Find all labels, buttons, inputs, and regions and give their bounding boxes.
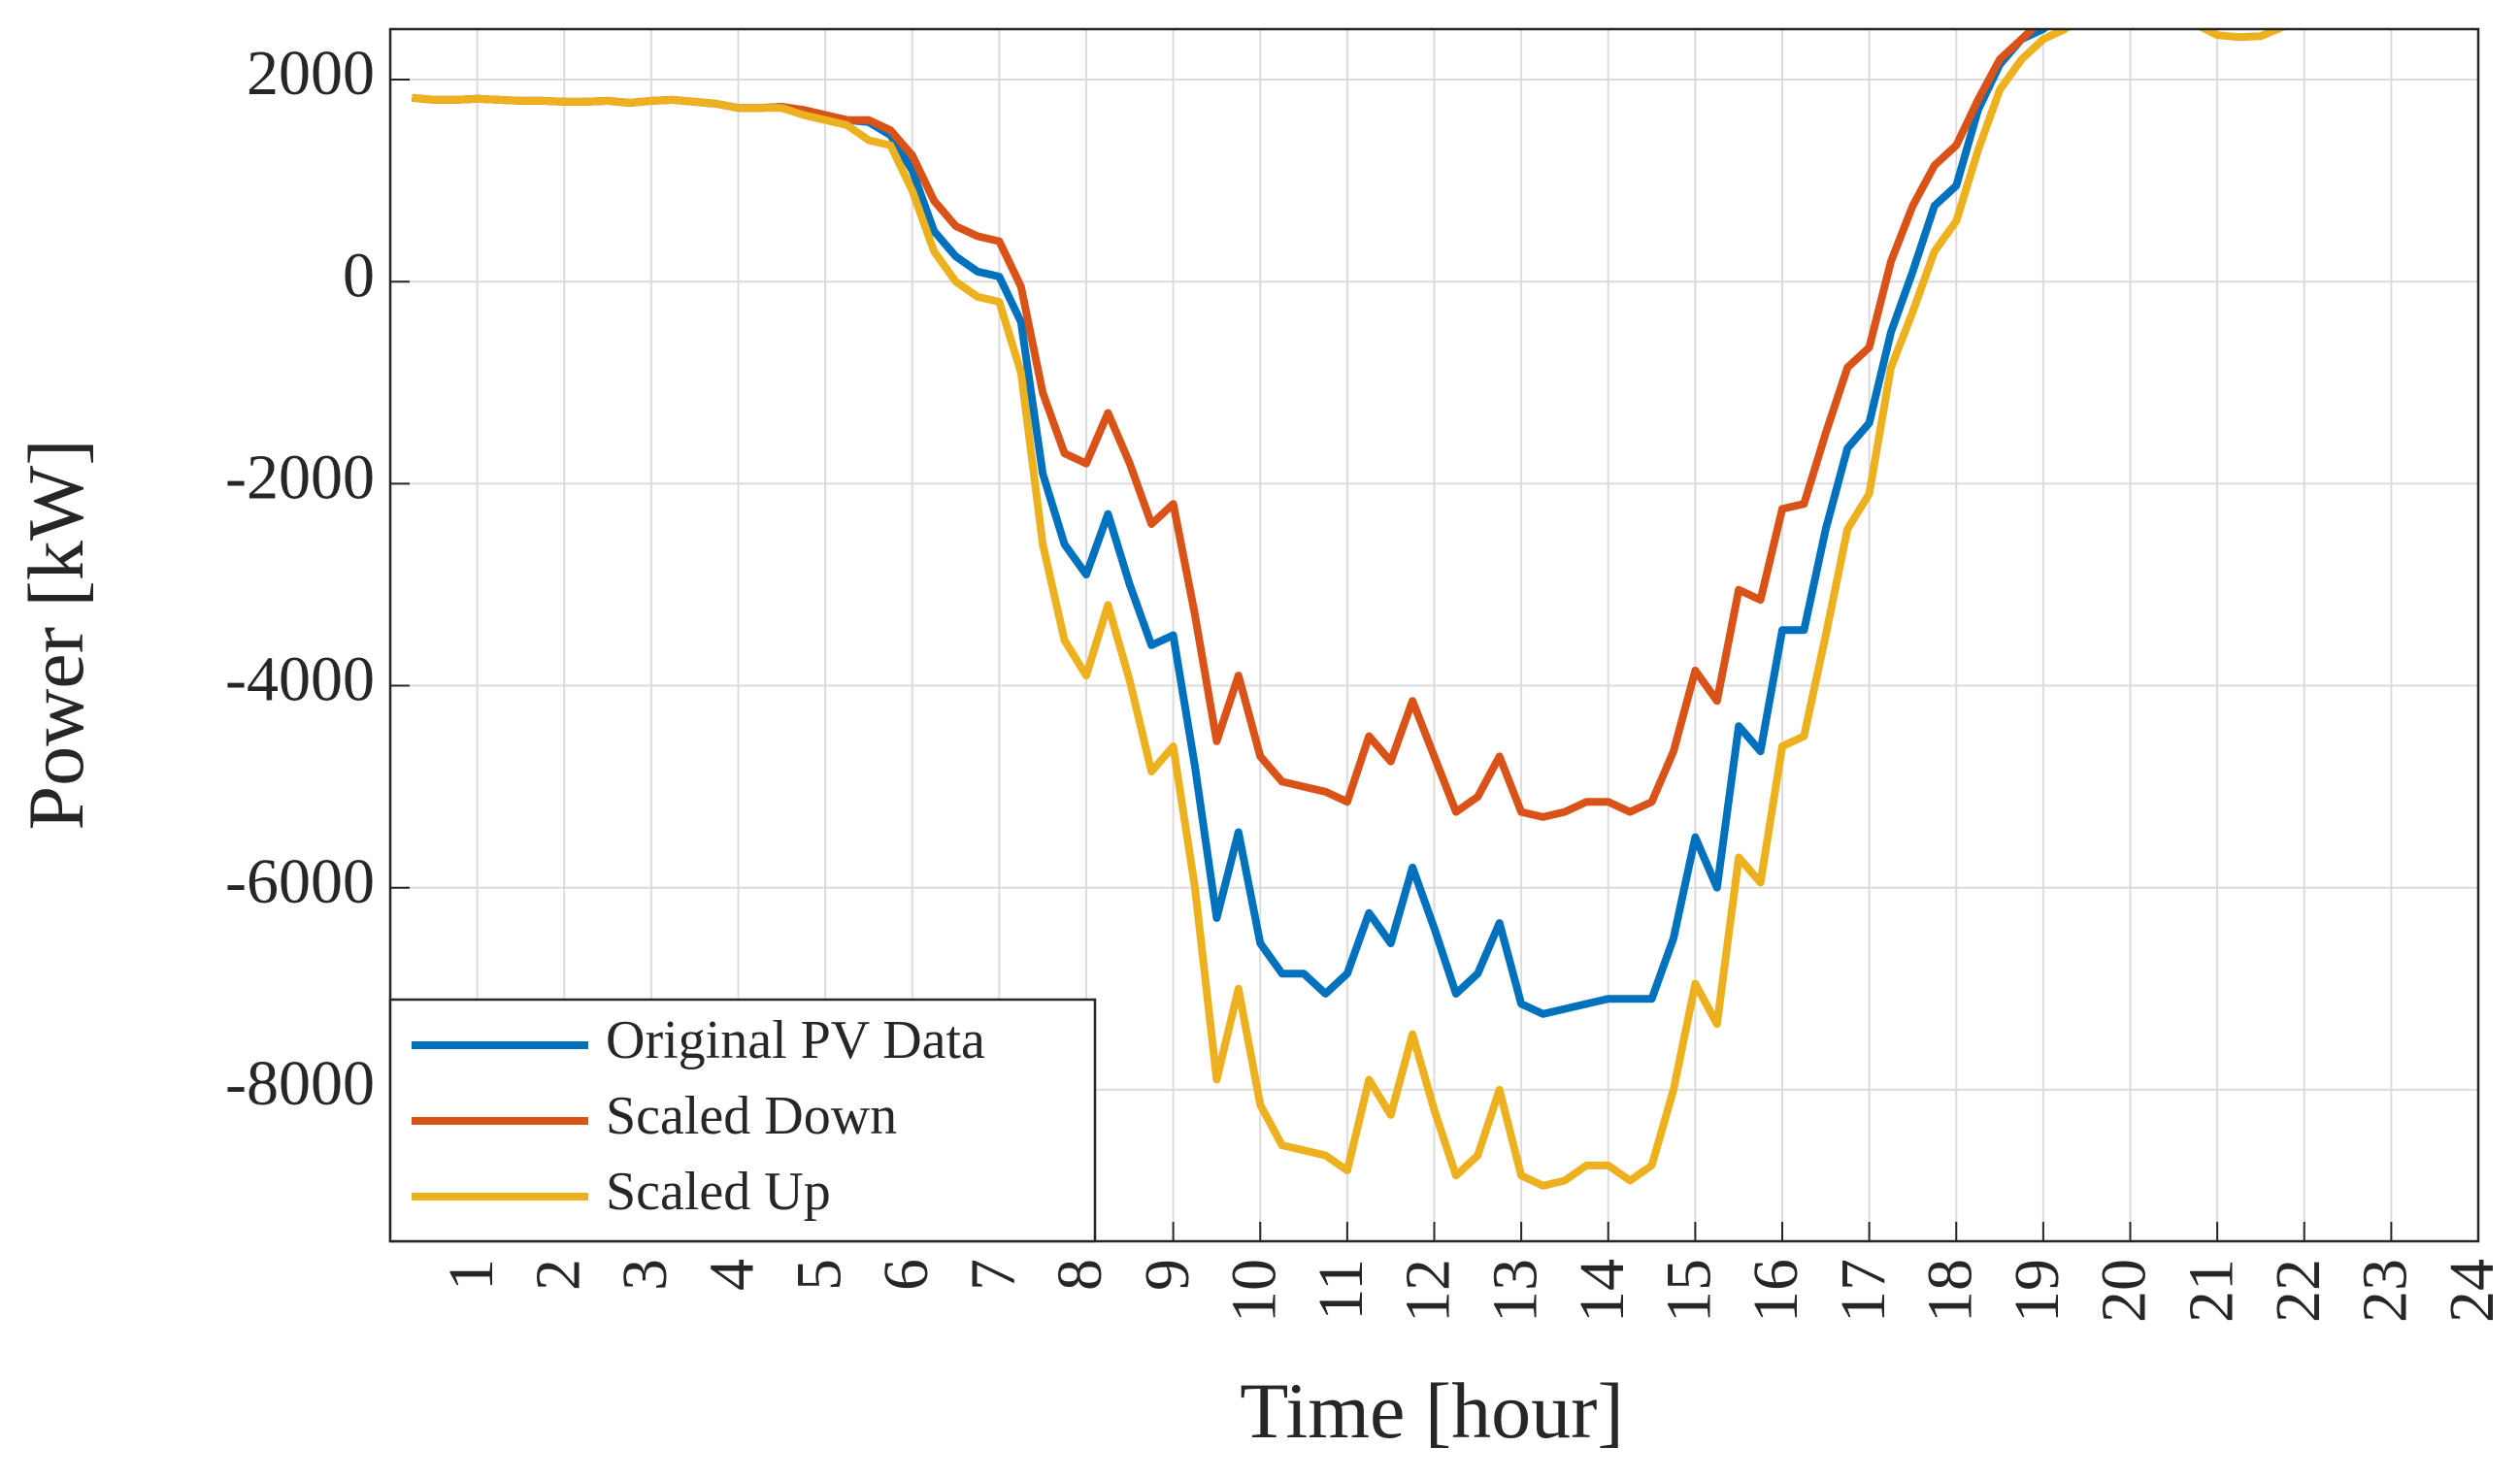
y-tick-label: 2000 <box>247 38 375 109</box>
x-tick-label: 21 <box>2175 1259 2246 1323</box>
y-tick-label: 0 <box>343 240 375 311</box>
x-tick-label: 3 <box>610 1259 680 1291</box>
y-axis-label: Power [kW] <box>12 439 100 830</box>
x-tick-label: 15 <box>1654 1259 1725 1323</box>
x-tick-label: 2 <box>522 1259 593 1291</box>
y-tick-label: -8000 <box>225 1048 375 1119</box>
x-tick-label: 16 <box>1741 1259 1811 1323</box>
x-tick-label: 22 <box>2263 1259 2334 1323</box>
legend-label: Scaled Down <box>606 1086 897 1146</box>
legend-label: Scaled Up <box>606 1162 831 1222</box>
x-tick-label: 20 <box>2089 1259 2160 1323</box>
x-tick-label: 7 <box>958 1259 1029 1291</box>
x-tick-label: 9 <box>1132 1259 1203 1291</box>
x-tick-label: 23 <box>2350 1259 2421 1323</box>
x-tick-label: 12 <box>1393 1259 1464 1323</box>
legend-label: Original PV Data <box>606 1010 985 1070</box>
y-tick-label: -6000 <box>225 846 375 917</box>
x-tick-label: 10 <box>1218 1259 1289 1323</box>
x-tick-label: 19 <box>2002 1259 2072 1323</box>
x-tick-label: 14 <box>1567 1259 1638 1323</box>
y-tick-label: -2000 <box>225 443 375 513</box>
x-tick-label: 1 <box>436 1259 507 1291</box>
lines <box>412 29 2287 1190</box>
x-tick-label: 18 <box>1914 1259 1985 1323</box>
x-tick-label: 13 <box>1479 1259 1550 1323</box>
y-tick-label: -4000 <box>225 644 375 715</box>
plot-frame <box>388 27 2480 1243</box>
x-tick-label: 17 <box>1828 1259 1899 1323</box>
x-tick-label: 6 <box>871 1259 942 1291</box>
x-axis-label: Time [hour] <box>1240 1366 1624 1455</box>
x-tick-label: 24 <box>2437 1259 2507 1323</box>
x-tick-label: 8 <box>1044 1259 1115 1291</box>
x-tick-label: 5 <box>783 1259 854 1291</box>
x-tick-label: 11 <box>1306 1259 1376 1321</box>
x-tick-label: 4 <box>697 1259 768 1291</box>
series-line <box>412 29 2287 1190</box>
